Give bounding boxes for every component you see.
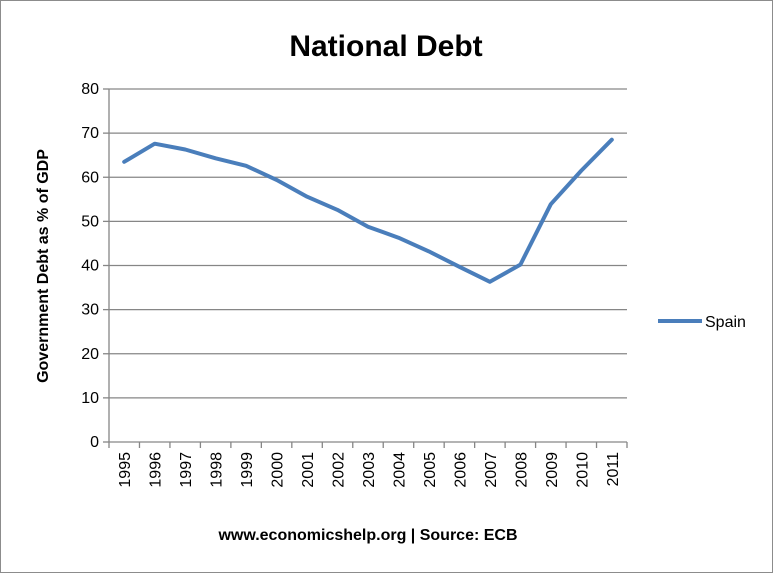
x-tick-label: 1998 bbox=[209, 452, 226, 488]
x-tick-label: 1995 bbox=[117, 452, 134, 488]
x-tick-label: 2011 bbox=[605, 452, 622, 487]
y-tick-label: 50 bbox=[81, 213, 99, 230]
chart-title: National Debt bbox=[289, 30, 482, 63]
y-tick-label: 80 bbox=[81, 81, 99, 98]
x-tick-label: 2002 bbox=[331, 452, 348, 488]
x-tick-label: 2007 bbox=[483, 452, 500, 488]
x-tick-label: 1999 bbox=[239, 452, 256, 488]
x-tick-label: 2009 bbox=[544, 452, 561, 488]
x-tick-labels: 1995 1996 1997 1998 1999 2000 2001 2002 2003 2004… bbox=[117, 452, 622, 488]
x-tick-label: 1997 bbox=[178, 452, 195, 488]
x-tick-label: 2000 bbox=[270, 452, 287, 488]
gridlines bbox=[109, 88, 627, 399]
y-tick-label: 70 bbox=[81, 125, 99, 142]
legend: Spain bbox=[658, 314, 746, 331]
y-tick-labels: 0 10 20 30 40 50 60 70 80 bbox=[81, 81, 99, 451]
x-tick-label: 2004 bbox=[391, 452, 408, 488]
y-axis-label: Government Debt as % of GDP bbox=[35, 149, 52, 383]
y-tick-label: 10 bbox=[81, 390, 99, 407]
legend-label-spain: Spain bbox=[705, 314, 746, 331]
y-tick-label: 30 bbox=[81, 302, 99, 319]
y-tick-label: 0 bbox=[90, 434, 99, 451]
x-axis-label: www.economicshelp.org | Source: ECB bbox=[217, 527, 517, 544]
y-tick-label: 20 bbox=[81, 346, 99, 363]
x-tick-label: 2003 bbox=[361, 452, 378, 488]
x-tick-label: 2010 bbox=[574, 452, 591, 488]
axes bbox=[103, 88, 628, 448]
y-tick-label: 60 bbox=[81, 169, 99, 186]
x-tick-label: 1996 bbox=[148, 452, 165, 488]
y-tick-label: 40 bbox=[81, 258, 99, 275]
x-tick-label: 2006 bbox=[452, 452, 469, 488]
x-tick-label: 2005 bbox=[422, 452, 439, 488]
series-line-spain bbox=[122, 137, 614, 284]
series-layer bbox=[122, 137, 614, 284]
x-tick-label: 2001 bbox=[300, 452, 317, 488]
x-tick-label: 2008 bbox=[513, 452, 530, 488]
